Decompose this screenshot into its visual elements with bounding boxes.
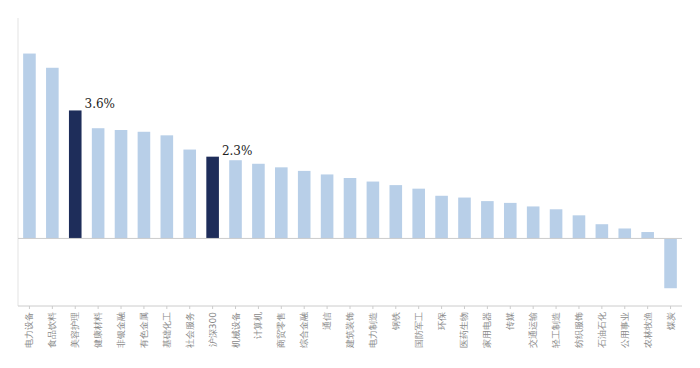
bar [389, 185, 402, 238]
x-tick [327, 306, 328, 309]
x-tick-label: 社会服务 [185, 312, 195, 348]
bar [275, 167, 288, 238]
bar [641, 232, 654, 238]
x-tick [647, 306, 648, 309]
bar [252, 164, 265, 239]
bar [206, 157, 219, 239]
x-tick [235, 306, 236, 309]
bar [321, 174, 334, 238]
x-tick [395, 306, 396, 309]
x-tick [441, 306, 442, 309]
x-tick [29, 306, 30, 309]
x-tick [189, 306, 190, 309]
x-tick [350, 306, 351, 309]
x-tick [75, 306, 76, 309]
x-tick-label: 通信 [322, 312, 332, 330]
bar [664, 238, 677, 288]
x-tick-label: 交通运输 [528, 312, 538, 348]
x-tick [143, 306, 144, 309]
bar [504, 203, 517, 239]
x-tick-label: 纺织服饰 [574, 312, 584, 348]
x-tick [556, 306, 557, 309]
bar [138, 132, 151, 239]
bar [527, 206, 540, 238]
x-tick [510, 306, 511, 309]
x-tick-label: 钢铁 [391, 312, 401, 331]
bar [596, 224, 609, 238]
x-tick [670, 306, 671, 309]
bar [458, 198, 471, 239]
bars [23, 54, 677, 289]
bar [435, 196, 448, 239]
x-tick-label: 综合金融 [299, 312, 309, 348]
annotation: 3.6% [85, 97, 116, 111]
x-tick [578, 306, 579, 309]
x-tick-label: 健康材料 [93, 312, 103, 348]
x-tick-label: 基础化工 [162, 312, 172, 348]
x-tick [624, 306, 625, 309]
bar [298, 171, 311, 239]
chart: 电力设备 食品饮料 美容护理 健康材料 非银金融 有色金属 基础化工 社会服务 沪深300 机械设… [0, 0, 700, 368]
x-tick-label: 机械设备 [231, 312, 241, 348]
x-tick-label: 石油石化 [597, 312, 607, 348]
bar [367, 182, 380, 239]
x-tick [601, 306, 602, 309]
x-tick-label: 计算机 [253, 312, 263, 339]
x-tick [487, 306, 488, 309]
x-tick [304, 306, 305, 309]
x-tick-label: 美容护理 [70, 312, 80, 348]
x-tick-label: 家用电器 [482, 312, 492, 348]
bar [229, 160, 242, 238]
y-axis-line [18, 18, 19, 306]
bar [344, 178, 357, 238]
zero-line [18, 238, 682, 239]
x-tick-label: 公用事业 [620, 312, 630, 348]
x-tick-label: 沪深300 [208, 312, 218, 347]
x-tick-label: 建筑装饰 [345, 312, 355, 349]
bar [618, 228, 631, 238]
bar [573, 215, 586, 238]
x-tick [121, 306, 122, 309]
x-tick-label: 农林牧渔 [643, 312, 653, 348]
x-tick-label: 传媒 [505, 312, 515, 330]
x-tick-label: 国防军工 [414, 312, 424, 348]
x-tick [418, 306, 419, 309]
x-tick-label: 食品饮料 [47, 312, 57, 348]
annotation: 2.3% [222, 144, 253, 158]
x-tick-label: 煤炭 [666, 312, 676, 330]
x-tick [372, 306, 373, 309]
bar [115, 130, 128, 238]
x-tick [464, 306, 465, 309]
x-tick-label: 商贸零售 [276, 312, 286, 348]
bar [92, 128, 105, 238]
x-tick [98, 306, 99, 309]
x-tick-label: 非银金融 [116, 312, 126, 348]
bar [481, 201, 494, 238]
bar [69, 110, 82, 238]
bar [412, 189, 425, 239]
x-tick-label: 医药生物 [459, 312, 469, 348]
x-tick-label: 有色金属 [139, 312, 149, 348]
x-tick [52, 306, 53, 309]
bar [46, 68, 59, 239]
bar [161, 135, 174, 238]
x-tick [258, 306, 259, 309]
x-tick-label: 轻工制造 [551, 312, 561, 348]
x-tick [166, 306, 167, 309]
bar [23, 54, 36, 239]
bar [550, 209, 563, 238]
x-tick [212, 306, 213, 309]
bar [183, 150, 196, 239]
x-tick-label: 电力制造 [368, 312, 378, 348]
x-tick [281, 306, 282, 309]
x-tick [533, 306, 534, 309]
x-tick-label: 环保 [437, 312, 447, 330]
x-tick-label: 电力设备 [24, 312, 34, 348]
